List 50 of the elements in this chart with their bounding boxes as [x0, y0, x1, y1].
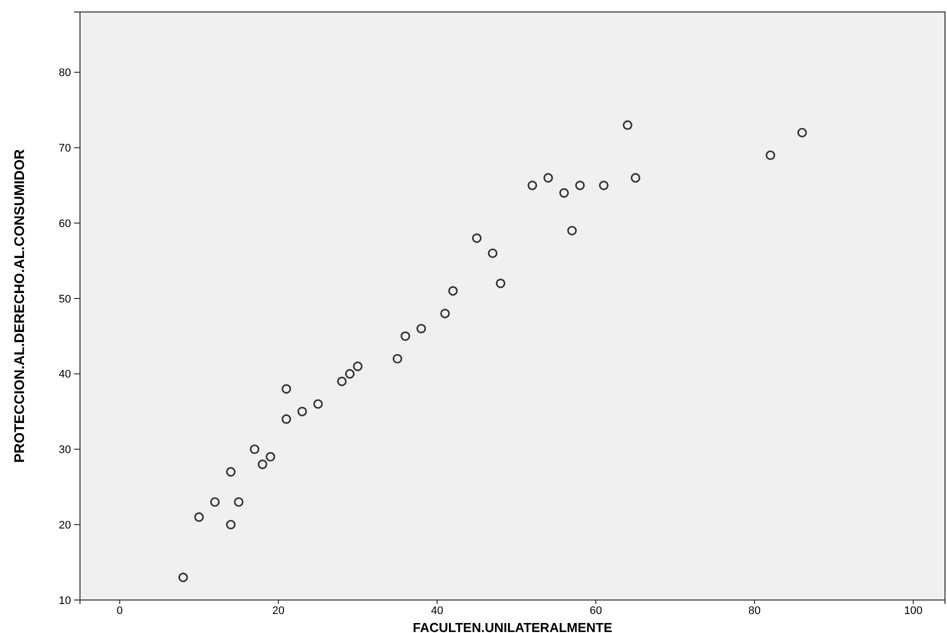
- point: [226, 467, 236, 477]
- point: [766, 150, 776, 160]
- y-tick-label: 50: [58, 293, 71, 306]
- y-axis-title: PROTECCION.AL.DERECHO.AL.CONSUMIDOR: [11, 149, 27, 463]
- point: [440, 308, 450, 318]
- y-tick-label: 10: [58, 594, 71, 607]
- y-tick-label: 20: [58, 519, 71, 532]
- y-tick-label: 80: [58, 67, 71, 80]
- point: [352, 362, 363, 372]
- point: [598, 180, 609, 190]
- point: [226, 520, 236, 530]
- x-tick-label: 40: [430, 604, 444, 617]
- x-tick-label: 80: [748, 604, 761, 617]
- point: [622, 120, 632, 130]
- point: [313, 399, 323, 409]
- point: [266, 452, 276, 462]
- point: [797, 128, 807, 138]
- point: [559, 188, 569, 198]
- point: [194, 512, 204, 522]
- y-tick-label: 60: [58, 218, 71, 230]
- point: [400, 331, 410, 341]
- point: [345, 369, 355, 379]
- x-tick-label: 100: [904, 604, 922, 617]
- point: [567, 226, 577, 236]
- point: [543, 173, 553, 183]
- x-tick-label: 20: [272, 604, 285, 617]
- point: [234, 497, 244, 507]
- point: [630, 173, 640, 183]
- y-tick-label: 70: [58, 142, 71, 155]
- point: [178, 572, 188, 582]
- point: [250, 444, 260, 454]
- point: [337, 376, 347, 386]
- point: [488, 248, 498, 258]
- point: [210, 497, 220, 507]
- x-axis-title: FACULTEN.UNILATERALMENTE: [412, 620, 613, 633]
- point: [258, 460, 268, 470]
- point: [392, 354, 402, 364]
- x-tick-label: 60: [590, 604, 602, 617]
- point: [282, 414, 292, 424]
- point: [528, 180, 538, 190]
- point: [282, 384, 292, 394]
- x-tick-label: 0: [116, 604, 123, 617]
- point: [297, 406, 307, 416]
- point: [416, 324, 426, 334]
- y-tick-label: 30: [58, 444, 71, 456]
- point: [472, 233, 482, 243]
- point: [575, 180, 585, 190]
- y-tick-label: 40: [58, 368, 71, 381]
- point: [496, 278, 506, 288]
- point: [448, 286, 458, 296]
